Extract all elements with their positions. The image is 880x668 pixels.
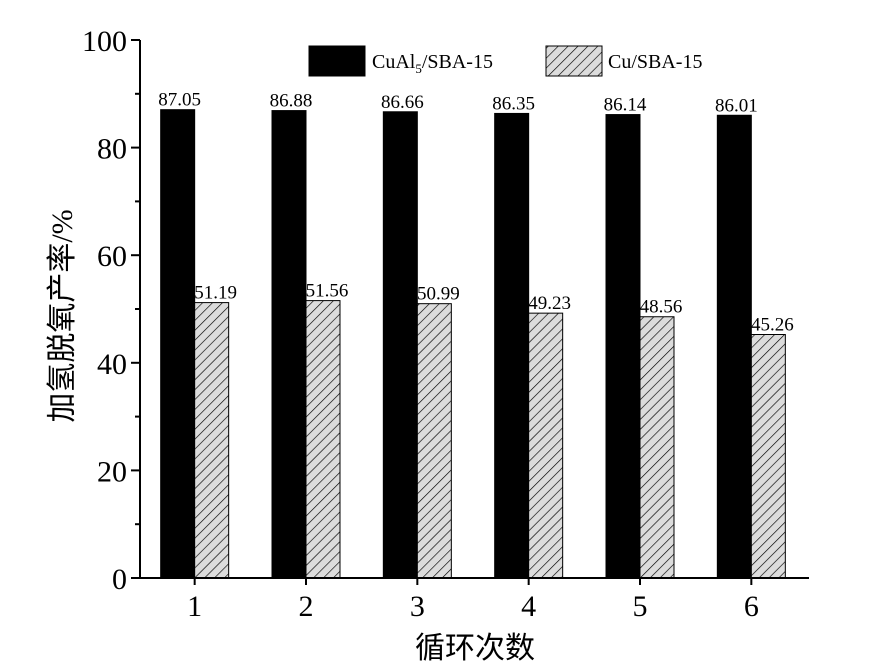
legend-swatch-series-2 [545,45,603,77]
legend: CuAl5/SBA-15 Cu/SBA-15 [308,45,702,77]
axes [139,40,809,579]
y-ticks: 0 20 40 60 80 100 [82,25,140,596]
y-tick-label: 100 [82,25,127,58]
bar-series-1-cycle-3 [382,111,418,579]
data-label-series-1-cycle-3: 86.66 [381,92,424,113]
data-label-series-1-cycle-4: 86.35 [492,93,535,114]
data-label-series-1-cycle-6: 86.01 [715,95,758,116]
x-tick-label: 1 [187,590,202,623]
bars-group [160,109,786,579]
y-tick-label: 40 [97,348,127,381]
data-label-series-2-cycle-5: 48.56 [640,297,683,318]
y-tick-label: 80 [97,133,127,166]
bar-series-1-cycle-4 [494,112,530,579]
y-tick-label: 60 [97,240,127,273]
bar-series-2-cycle-3 [416,303,452,579]
bar-series-2-cycle-6 [750,334,786,579]
legend-label-series-2: Cu/SBA-15 [608,51,702,73]
bar-series-1-cycle-6 [716,114,752,579]
bar-series-2-cycle-5 [639,316,675,579]
data-label-series-2-cycle-3: 50.99 [417,284,460,305]
x-axis-label: 循环次数 [415,632,535,665]
x-tick-label: 6 [744,590,759,623]
bar-series-2-cycle-4 [528,312,564,579]
bar-series-1-cycle-5 [605,114,641,579]
data-label-series-2-cycle-1: 51.19 [194,283,237,304]
legend-label-series-1: CuAl5/SBA-15 [372,51,493,76]
data-label-series-1-cycle-5: 86.14 [604,95,647,116]
data-label-series-2-cycle-4: 49.23 [528,293,571,314]
bar-series-1-cycle-1 [160,109,196,579]
y-tick-label: 20 [97,455,127,488]
data-label-series-1-cycle-1: 87.05 [158,90,201,111]
data-label-series-1-cycle-2: 86.88 [270,91,313,112]
bar-series-2-cycle-2 [305,300,341,579]
bar-series-1-cycle-2 [271,110,307,579]
x-tick-label: 4 [521,590,536,623]
data-label-series-2-cycle-6: 45.26 [751,315,794,336]
y-axis-label: 加氢脱氧产率/% [46,209,79,422]
x-tick-label: 2 [299,590,314,623]
data-label-series-2-cycle-2: 51.56 [306,281,349,302]
legend-swatch-series-1 [308,45,366,77]
data-labels-group: 87.05 51.19 86.88 51.56 86.66 50.99 86.35 49.23… [158,90,793,336]
y-tick-label: 0 [112,563,127,596]
bar-series-2-cycle-1 [194,302,230,579]
x-tick-label: 3 [410,590,425,623]
x-tick-label: 5 [633,590,648,623]
x-ticks: 1 2 3 4 5 6 [187,578,759,623]
